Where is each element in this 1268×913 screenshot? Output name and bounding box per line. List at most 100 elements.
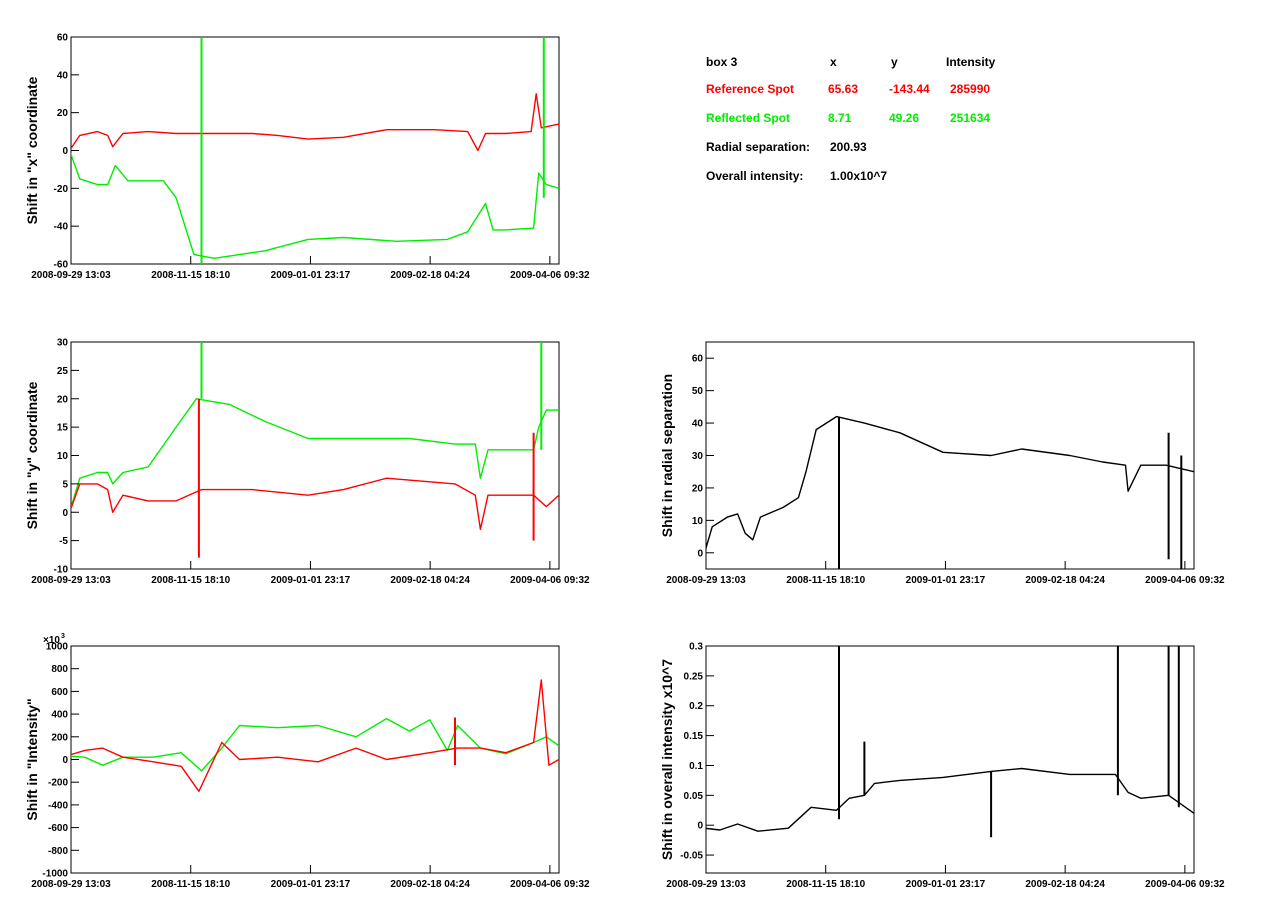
chart-shift-x: -60 -40 -20 0 20 40 60 2008-09-29 13:03 2008-11-… <box>24 33 590 282</box>
x-tick-label: 2008-09-29 13:03 <box>31 575 111 586</box>
y-tick-label: 20 <box>57 394 69 405</box>
y-tick-label: 0.05 <box>684 791 704 802</box>
x-tick-label: 2009-01-01 23:17 <box>271 575 351 586</box>
x-tick-label: 2008-11-15 18:10 <box>151 270 230 281</box>
y-tick-label: -400 <box>48 800 68 811</box>
y-tick-label: 800 <box>51 664 68 675</box>
y-tick-label: 0.15 <box>684 731 704 742</box>
plot-frame <box>70 645 560 874</box>
x-tick-label: 2009-04-06 09:32 <box>1145 879 1225 890</box>
x-tick-label: 2009-01-01 23:17 <box>271 879 351 890</box>
y-tick-label: 50 <box>692 386 704 397</box>
y-tick-label: 20 <box>692 483 704 494</box>
y-tick-label: -60 <box>54 260 69 271</box>
y-tick-label: -20 <box>54 184 69 195</box>
y-tick-label: 25 <box>57 366 69 377</box>
y-tick-label: -10 <box>54 565 69 576</box>
info-col-intensity: Intensity <box>946 55 996 69</box>
reflected-spot-label: Reflected Spot <box>706 111 790 125</box>
y-tick-label: 40 <box>692 419 704 430</box>
y-tick-label: 30 <box>57 338 69 349</box>
y-tick-label: 0 <box>62 755 68 766</box>
y-tick-label: -600 <box>48 823 68 834</box>
x-tick-label: 2009-01-01 23:17 <box>906 879 986 890</box>
y-axis-label: Shift in "Intensity" <box>24 698 40 820</box>
y-tick-label: 40 <box>57 70 69 81</box>
info-col-x: x <box>830 55 837 69</box>
x-tick-label: 2009-04-06 09:32 <box>510 270 590 281</box>
overall-intensity-value: 1.00x10^7 <box>830 169 887 183</box>
y-tick-label: 1000 <box>46 642 69 653</box>
x-tick-label: 2008-09-29 13:03 <box>666 879 746 890</box>
x-tick-label: 2009-04-06 09:32 <box>510 575 590 586</box>
y-tick-label: -200 <box>48 778 68 789</box>
info-box-title: box 3 <box>706 55 738 69</box>
chart-shift-radial: 0 10 20 30 40 50 60 2008-09-29 13:03 2008-11-15 … <box>659 341 1225 586</box>
y-tick-label: 5 <box>62 479 68 490</box>
reflected-spot-intensity: 251634 <box>950 111 990 125</box>
info-panel: box 3 x y Intensity Reference Spot 65.63… <box>706 55 996 183</box>
y-tick-label: 0 <box>62 146 68 157</box>
reflected-spot-x: 8.71 <box>828 111 852 125</box>
y-tick-label: -40 <box>54 222 69 233</box>
y-tick-label: -1000 <box>42 869 68 880</box>
y-tick-label: 10 <box>57 451 69 462</box>
y-tick-label: 0.25 <box>684 671 704 682</box>
y-tick-label: 10 <box>692 516 704 527</box>
plot-frame <box>705 645 1195 874</box>
x-tick-label: 2009-01-01 23:17 <box>906 575 986 586</box>
reflected-spot-y: 49.26 <box>889 111 919 125</box>
x-tick-label: 2008-11-15 18:10 <box>151 575 230 586</box>
x-tick-label: 2008-11-15 18:10 <box>786 575 865 586</box>
series-line-reference-1 <box>71 679 559 792</box>
series-line-reference-0 <box>71 93 559 152</box>
reference-spot-x: 65.63 <box>828 82 858 96</box>
y-tick-label: -0.05 <box>680 851 703 862</box>
reference-spot-y: -143.44 <box>889 82 930 96</box>
y-tick-label: 600 <box>51 687 68 698</box>
x-tick-label: 2009-02-18 04:24 <box>390 879 470 890</box>
plot-frame <box>70 36 560 265</box>
y-tick-label: 0 <box>697 548 703 559</box>
y-tick-label: 60 <box>692 354 704 365</box>
y-tick-label: 0.3 <box>689 642 703 653</box>
y-tick-label: 200 <box>51 732 68 743</box>
x-tick-label: 2008-09-29 13:03 <box>666 575 746 586</box>
x-tick-label: 2008-09-29 13:03 <box>31 879 111 890</box>
series-line-reflected-0 <box>71 398 559 511</box>
x-tick-label: 2009-02-18 04:24 <box>390 270 470 281</box>
y-tick-label: 20 <box>57 108 69 119</box>
series-line-reflected-0 <box>71 717 559 772</box>
x-tick-label: 2009-01-01 23:17 <box>271 270 351 281</box>
y-multiplier-exponent: 3 <box>61 633 65 640</box>
chart-shift-overall: -0.05 0 0.05 0.1 0.15 0.2 0.25 0.3 2008-09-29 13… <box>659 642 1225 891</box>
series-line-overall-0 <box>706 415 1194 551</box>
chart-shift-intensity: -1000 -800 -600 -400 -200 0 200 400 600 800 1000 20… <box>24 633 590 890</box>
y-axis-label: Shift in "y" coordinate <box>24 381 40 529</box>
series-line-overall-0 <box>706 767 1194 832</box>
y-tick-label: 30 <box>692 451 704 462</box>
y-tick-label: 0.1 <box>689 761 703 772</box>
y-tick-label: 0 <box>697 821 703 832</box>
info-col-y: y <box>891 55 898 69</box>
x-tick-label: 2009-04-06 09:32 <box>510 879 590 890</box>
x-tick-label: 2009-04-06 09:32 <box>1145 575 1225 586</box>
reference-spot-label: Reference Spot <box>706 82 794 96</box>
y-tick-label: 0 <box>62 508 68 519</box>
y-tick-label: -5 <box>59 536 68 547</box>
x-tick-label: 2009-02-18 04:24 <box>1025 879 1105 890</box>
reference-spot-intensity: 285990 <box>950 82 990 96</box>
series-line-reflected-1 <box>71 152 559 259</box>
x-tick-label: 2009-02-18 04:24 <box>390 575 470 586</box>
overall-intensity-label: Overall intensity: <box>706 169 803 183</box>
y-tick-label: 0.2 <box>689 701 703 712</box>
radial-separation-label: Radial separation: <box>706 140 810 154</box>
x-tick-label: 2009-02-18 04:24 <box>1025 575 1105 586</box>
y-tick-label: 400 <box>51 710 68 721</box>
y-axis-label: Shift in "x" coordinate <box>24 76 40 224</box>
series-line-reference-1 <box>71 477 559 530</box>
y-tick-label: 15 <box>57 423 69 434</box>
chart-shift-y: -10 -5 0 5 10 15 20 25 30 2008-09-29 13:03 2008-11… <box>24 338 590 587</box>
